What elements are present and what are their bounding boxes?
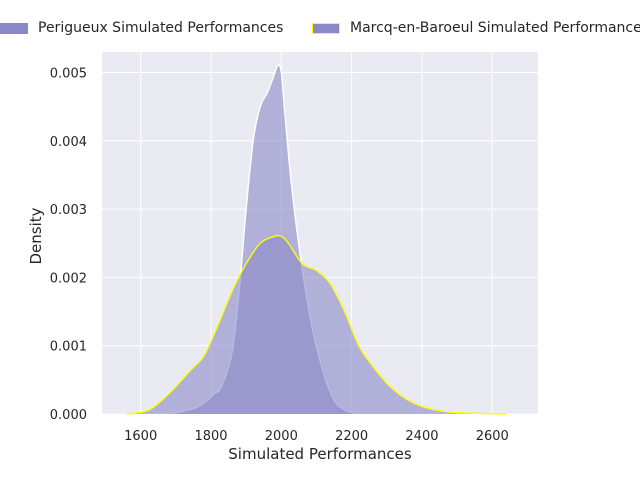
- x-axis-label: Simulated Performances: [228, 445, 412, 463]
- x-tick-label: 2000: [265, 429, 298, 444]
- y-tick-label: 0.005: [50, 66, 87, 81]
- y-axis-label: Density: [27, 207, 45, 264]
- legend-item-marcq: Marcq-en-Baroeul Simulated Performances: [312, 20, 640, 36]
- legend: Perigueux Simulated Performances Marcq-e…: [0, 20, 640, 42]
- series-area-1: [126, 235, 507, 414]
- legend-label-perigueux: Perigueux Simulated Performances: [38, 20, 284, 36]
- y-tick-label: 0.003: [50, 203, 87, 218]
- y-tick-label: 0.000: [50, 408, 87, 423]
- x-tick-label: 2200: [335, 429, 368, 444]
- series-line-1: [126, 234, 507, 415]
- legend-swatch-marcq: [312, 22, 340, 34]
- legend-swatch-perigueux: [0, 22, 28, 34]
- y-tick-label: 0.001: [50, 340, 87, 355]
- y-tick-labels: 0.000 0.001 0.002 0.003 0.004 0.005: [50, 66, 87, 423]
- y-tick-label: 0.004: [50, 135, 87, 150]
- legend-label-marcq: Marcq-en-Baroeul Simulated Performances: [350, 20, 640, 36]
- x-tick-labels: 1600 1800 2000 2200 2400 2600: [124, 429, 509, 444]
- x-tick-label: 1800: [194, 429, 227, 444]
- legend-item-perigueux: Perigueux Simulated Performances: [0, 20, 283, 36]
- x-tick-label: 2600: [476, 429, 509, 444]
- x-tick-label: 2400: [405, 429, 438, 444]
- y-tick-label: 0.002: [50, 271, 87, 286]
- series-layer: [126, 64, 507, 415]
- x-tick-label: 1600: [124, 429, 157, 444]
